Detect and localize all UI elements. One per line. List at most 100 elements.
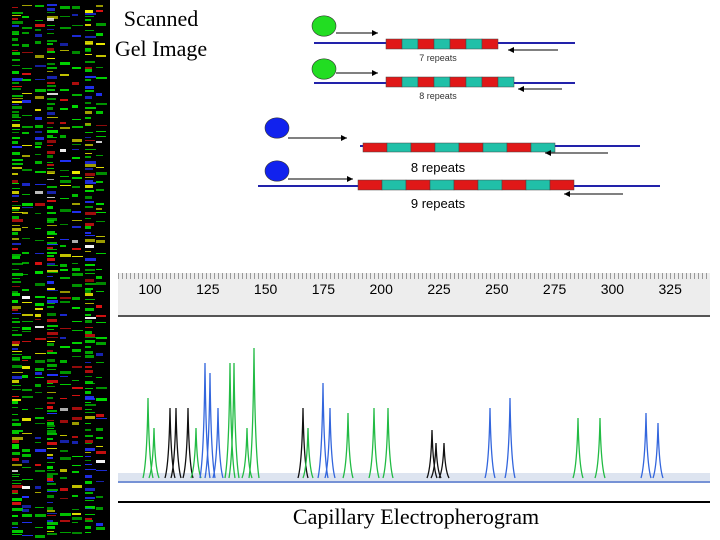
gel-band: [47, 419, 54, 421]
gel-band: [12, 439, 19, 443]
gel-band: [35, 314, 41, 318]
repeat-unit: [453, 179, 479, 191]
gel-band: [22, 301, 32, 303]
gel-band: [35, 437, 41, 440]
gel-band: [47, 533, 57, 536]
gel-band: [47, 276, 53, 277]
gel-band: [47, 281, 54, 285]
gel-band: [47, 47, 54, 51]
gel-band: [72, 531, 82, 534]
gel-band: [85, 415, 95, 419]
gel-band: [72, 203, 80, 206]
construct-2: 8 repeats: [311, 58, 575, 101]
gel-band: [60, 160, 71, 163]
gel-band: [96, 336, 107, 339]
gel-band: [47, 164, 54, 167]
gel-band: [96, 103, 107, 105]
gel-band: [12, 376, 22, 379]
gel-band: [85, 481, 92, 485]
gel-band: [47, 352, 57, 355]
gel-band: [22, 521, 32, 523]
gel-band: [85, 500, 94, 502]
gel-band: [96, 235, 105, 237]
gel-band: [12, 485, 23, 489]
gel-band: [47, 7, 55, 11]
gel-band: [35, 296, 45, 298]
gel-band: [85, 317, 96, 320]
gel-band: [12, 269, 19, 271]
gel-band: [35, 171, 46, 174]
gel-band: [22, 495, 29, 498]
gel-band: [12, 429, 23, 432]
gel-band: [35, 183, 46, 185]
construct-3: 8 repeats: [264, 117, 640, 175]
gel-band: [12, 33, 19, 35]
gel-band: [96, 239, 105, 243]
gel-band: [96, 445, 103, 447]
gel-band: [12, 318, 19, 320]
gel-band: [12, 351, 22, 353]
gel-band: [72, 82, 79, 86]
gel-band: [85, 19, 91, 22]
gel-band: [47, 369, 56, 371]
gel-band: [35, 527, 43, 528]
gel-band: [12, 418, 19, 421]
gel-band: [12, 114, 19, 118]
gel-band: [12, 526, 18, 528]
gel-band: [96, 418, 107, 420]
black-peak: [182, 407, 194, 479]
blue-dye-icon: [264, 117, 290, 139]
gel-band: [72, 247, 81, 250]
gel-band: [60, 531, 71, 533]
gel-band: [47, 299, 58, 303]
gel-band: [85, 376, 92, 378]
gel-band: [12, 348, 18, 351]
gel-band: [47, 507, 53, 511]
gel-band: [72, 406, 82, 410]
gel-band: [47, 107, 53, 110]
gel-band: [12, 228, 21, 231]
gel-band: [47, 483, 56, 486]
gel-band: [60, 121, 66, 124]
gel-band: [85, 111, 92, 115]
gel-band: [85, 345, 91, 348]
gel-band: [35, 79, 45, 80]
gel-band: [72, 51, 80, 54]
gel-band: [12, 401, 18, 405]
gel-band: [47, 290, 58, 292]
gel-band: [47, 230, 55, 234]
gel-band: [12, 86, 22, 88]
gel-band: [47, 212, 56, 215]
gel-band: [47, 11, 55, 13]
gel-band: [35, 417, 44, 420]
gel-band: [35, 308, 43, 310]
gel-band: [47, 391, 56, 393]
gel-band: [85, 508, 92, 509]
gel-band: [60, 277, 70, 279]
gel-band: [12, 406, 18, 408]
gel-band: [85, 491, 93, 494]
gel-band: [47, 111, 55, 115]
gel-band: [60, 135, 66, 139]
gel-band: [72, 494, 78, 497]
gel-band: [35, 261, 42, 265]
gel-band: [60, 5, 70, 9]
gel-band: [96, 172, 107, 176]
gel-band: [47, 421, 54, 425]
gel-band: [60, 253, 71, 257]
repeat-unit: [497, 76, 515, 88]
gel-band: [60, 314, 67, 317]
blue-peak: [212, 407, 224, 479]
gel-band: [12, 162, 23, 165]
gel-band: [96, 92, 102, 96]
gel-band: [85, 155, 91, 158]
gel-band: [12, 43, 19, 46]
gel-band: [47, 337, 58, 338]
gel-band: [85, 182, 96, 185]
gel-band: [96, 252, 106, 254]
repeat-unit: [465, 76, 483, 88]
gel-band: [47, 429, 56, 433]
gel-band: [47, 258, 55, 262]
gel-band: [60, 99, 68, 102]
gel-band: [85, 331, 92, 334]
